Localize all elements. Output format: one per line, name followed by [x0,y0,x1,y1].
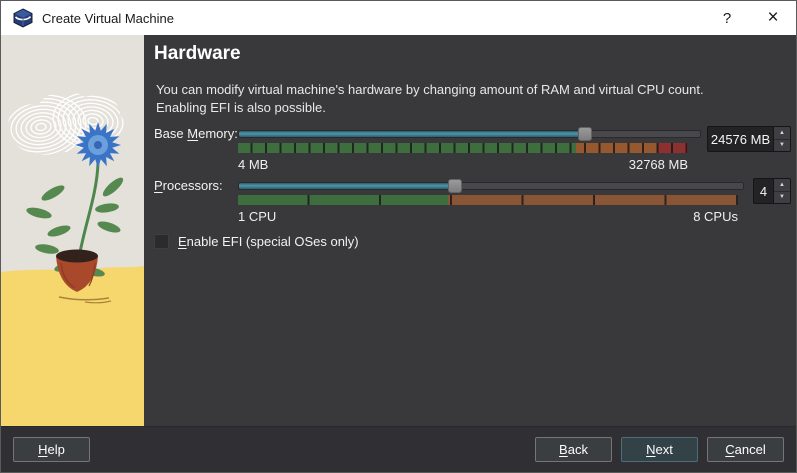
base-memory-slider-handle[interactable] [577,127,592,141]
processors-label: Processors: [154,178,223,193]
base-memory-spin-down-button[interactable]: ▼ [774,140,790,152]
processors-scale-ticks [238,195,738,205]
processors-max-label: 8 CPUs [693,209,738,224]
close-icon: × [767,7,779,28]
base-memory-spin-up-button[interactable]: ▲ [774,127,790,140]
base-memory-value[interactable]: 24576 MB [710,131,771,147]
base-memory-min-label: 4 MB [238,157,269,172]
processors-scale-labels: 1 CPU 8 CPUs [238,209,738,224]
next-button[interactable]: Next [621,437,698,462]
base-memory-scale-ticks [238,143,688,153]
help-button[interactable]: Help [13,437,90,462]
wizard-page-hardware: Hardware You can modify virtual machine'… [144,35,796,428]
close-button[interactable]: × [750,1,796,35]
processors-spin-up-button[interactable]: ▲ [774,179,790,192]
processors-spin-buttons: ▲ ▼ [773,179,790,203]
cancel-button[interactable]: Cancel [707,437,784,462]
page-description: You can modify virtual machine's hardwar… [156,81,704,117]
back-button[interactable]: Back [535,437,612,462]
base-memory-scale-labels: 4 MB 32768 MB [238,157,688,172]
question-icon: ? [722,9,732,27]
processors-slider-fill [239,183,456,189]
window-title: Create Virtual Machine [42,10,174,26]
wizard-illustration [1,35,144,428]
processors-value[interactable]: 4 [759,183,768,199]
processors-spin-down-button[interactable]: ▼ [774,192,790,204]
spin-up-icon: ▲ [779,181,785,188]
spin-down-icon: ▼ [779,194,785,201]
processors-slider[interactable] [238,179,744,193]
description-line-2: Enabling EFI is also possible. [156,100,326,115]
base-memory-spin-buttons: ▲ ▼ [773,127,790,151]
base-memory-scale-bar [238,143,688,153]
spin-up-icon: ▲ [779,129,785,136]
base-memory-spinbox[interactable]: 24576 MB ▲ ▼ [707,126,791,152]
dialog-footer: Help Back Next Cancel [1,426,796,472]
processors-scale-bar [238,195,738,205]
titlebar: Create Virtual Machine ? × [1,1,796,35]
base-memory-max-label: 32768 MB [628,157,688,172]
spin-down-icon: ▼ [779,142,785,149]
processors-min-label: 1 CPU [238,209,277,224]
description-line-1: You can modify virtual machine's hardwar… [156,82,704,97]
base-memory-slider-fill [239,131,585,137]
base-memory-slider[interactable] [238,127,701,141]
help-titlebar-button[interactable]: ? [704,1,750,35]
base-memory-label: Base Memory: [154,126,238,141]
efi-checkbox[interactable] [154,234,169,249]
virtualbox-icon [13,8,33,28]
processors-spinbox[interactable]: 4 ▲ ▼ [753,178,791,204]
processors-slider-handle[interactable] [448,179,463,193]
page-title: Hardware [154,43,241,64]
efi-row: Enable EFI (special OSes only) [154,234,359,249]
wizard-nav-buttons: Back Next Cancel [535,437,784,462]
efi-checkbox-label: Enable EFI (special OSes only) [178,234,359,249]
